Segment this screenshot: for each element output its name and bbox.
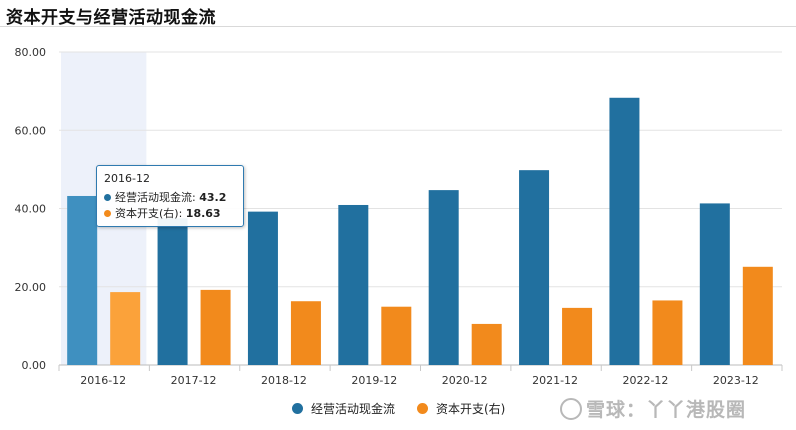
bar-capex[interactable]: [652, 300, 683, 365]
bar-cashflow[interactable]: [157, 218, 188, 365]
bar-cashflow[interactable]: [699, 203, 730, 365]
tooltip-row-capex: 资本开支(右): 18.63: [104, 205, 221, 221]
y-tick-label: 80.00: [15, 46, 47, 59]
circle-dot-icon: [417, 403, 428, 414]
x-tick-label: 2017-12: [171, 374, 217, 387]
bar-capex[interactable]: [471, 323, 502, 365]
legend-label: 资本开支(右): [436, 402, 506, 416]
bar-cashflow[interactable]: [519, 170, 550, 365]
x-tick-label: 2016-12: [80, 374, 126, 387]
y-tick-label: 0.00: [22, 359, 47, 372]
bars: [67, 97, 773, 366]
x-tick-label: 2019-12: [351, 374, 397, 387]
x-tick-label: 2018-12: [261, 374, 307, 387]
y-tick-label: 20.00: [15, 281, 47, 294]
y-tick-label: 40.00: [15, 203, 47, 216]
bar-cashflow[interactable]: [67, 195, 98, 365]
tooltip-label: 经营活动现金流:: [115, 191, 200, 204]
bar-capex[interactable]: [562, 307, 593, 365]
x-axis: 2016-12 2017-12 2018-12 2019-12 2020-12 2021-…: [58, 365, 783, 387]
bar-cashflow[interactable]: [609, 97, 640, 366]
series-dot-icon: [104, 193, 111, 201]
bar-capex[interactable]: [742, 266, 773, 365]
bar-cashflow[interactable]: [338, 204, 369, 365]
title-divider: [0, 26, 796, 27]
y-axis: 0.00 20.00 40.00 60.00 80.00: [15, 46, 47, 372]
x-tick-label: 2023-12: [713, 374, 759, 387]
bar-cashflow[interactable]: [247, 211, 278, 365]
circle-dot-icon: [292, 403, 303, 414]
legend-item-capex[interactable]: 资本开支(右): [417, 400, 505, 417]
chart-legend: 经营活动现金流 资本开支(右): [0, 400, 796, 420]
legend-label: 经营活动现金流: [311, 402, 396, 416]
x-tick-label: 2020-12: [442, 374, 488, 387]
y-tick-label: 60.00: [15, 124, 47, 137]
bar-capex[interactable]: [110, 292, 141, 365]
bar-capex[interactable]: [381, 306, 412, 365]
tooltip-header: 2016-12: [104, 172, 150, 185]
tooltip-label: 资本开支(右):: [115, 207, 186, 220]
chart-tooltip: 2016-12 经营活动现金流: 43.2 资本开支(右): 18.63: [96, 165, 244, 227]
series-dot-icon: [104, 209, 111, 217]
tooltip-value: 43.2: [199, 191, 227, 204]
x-tick-label: 2022-12: [622, 374, 668, 387]
bar-capex[interactable]: [200, 289, 231, 365]
tooltip-row-cashflow: 经营活动现金流: 43.2: [104, 189, 226, 205]
tooltip-value: 18.63: [185, 207, 221, 220]
x-tick-label: 2021-12: [532, 374, 578, 387]
watermark-text: 雪球：丫丫港股圈: [586, 399, 747, 421]
chart-title: 资本开支与经营活动现金流: [6, 8, 216, 28]
watermark: 雪球：丫丫港股圈: [560, 395, 746, 422]
bar-capex[interactable]: [290, 301, 321, 365]
snowball-logo-icon: [560, 397, 582, 420]
bar-cashflow[interactable]: [428, 190, 459, 365]
legend-item-cashflow[interactable]: 经营活动现金流: [292, 400, 395, 417]
